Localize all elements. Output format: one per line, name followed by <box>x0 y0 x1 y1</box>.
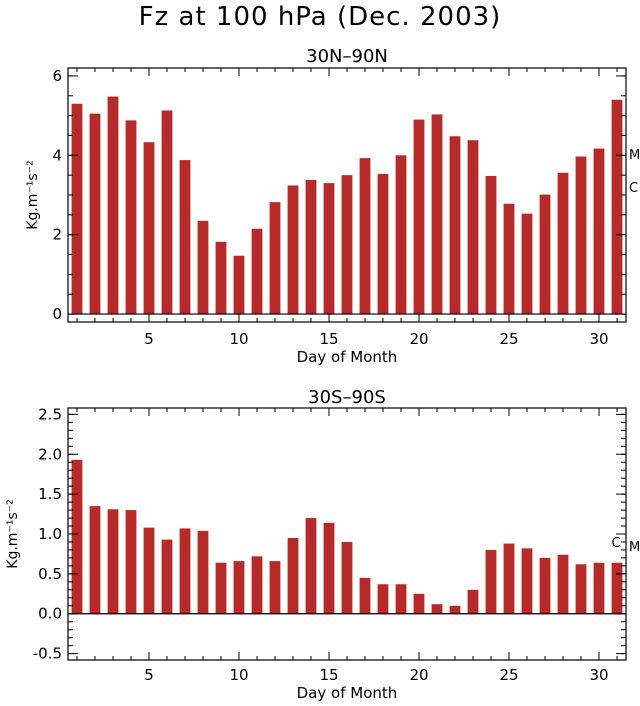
bar-day-12 <box>269 202 281 315</box>
bar-day-24 <box>485 549 497 614</box>
bar-day-22 <box>449 136 461 315</box>
x-tick-label: 10 <box>229 666 248 684</box>
x-tick-label: 5 <box>144 330 154 348</box>
bar-day-25 <box>503 543 515 614</box>
bar-day-4 <box>125 510 137 614</box>
panel-north: 5 10 15 20 25 30 0 2 4 6 30N–90N Day of Month Kg.m⁻¹… <box>25 46 640 366</box>
bar-day-14 <box>305 518 317 614</box>
bar-day-28 <box>557 172 569 315</box>
bar-day-15 <box>323 522 335 614</box>
y-axis-label: Kg.m⁻¹s⁻² <box>5 499 21 568</box>
y-tick-label: 1.5 <box>38 485 62 503</box>
bar-day-17 <box>359 577 371 614</box>
x-tick-label: 15 <box>319 330 338 348</box>
x-tick-label: 10 <box>229 330 248 348</box>
bar-day-31 <box>611 562 623 614</box>
bar-day-8 <box>197 220 209 315</box>
bar-day-26 <box>521 548 533 614</box>
bar-day-27 <box>539 557 551 614</box>
panel-title: 30S–90S <box>308 387 386 408</box>
bar-day-18 <box>377 173 389 315</box>
bar-day-21 <box>431 604 443 614</box>
panel-title: 30N–90N <box>306 46 388 67</box>
bar-day-13 <box>287 185 299 315</box>
bar-day-31 <box>611 99 623 315</box>
bar-day-14 <box>305 179 317 315</box>
x-tick-label: 25 <box>499 330 518 348</box>
bar-day-9 <box>215 562 227 614</box>
x-tick-label: 30 <box>589 666 608 684</box>
bar-day-7 <box>179 160 191 315</box>
bar-day-16 <box>341 175 353 315</box>
bar-day-12 <box>269 561 281 614</box>
bar-day-15 <box>323 183 335 315</box>
bar-day-8 <box>197 530 209 614</box>
y-tick-label: 2 <box>52 226 62 244</box>
bar-day-29 <box>575 156 587 315</box>
bar-day-3 <box>107 96 119 315</box>
bar-day-21 <box>431 114 443 315</box>
bar-day-18 <box>377 584 389 614</box>
bar-day-9 <box>215 241 227 315</box>
x-tick-label: 20 <box>409 666 428 684</box>
annotation-m: M <box>629 540 640 555</box>
bar-day-1 <box>71 459 83 614</box>
bar-day-1 <box>71 103 83 315</box>
x-axis-label: Day of Month <box>297 348 398 366</box>
bar-day-2 <box>89 506 101 614</box>
x-tick-label: 30 <box>589 330 608 348</box>
bar-day-19 <box>395 155 407 315</box>
y-tick-label: 2.0 <box>38 445 62 463</box>
y-tick-label: 6 <box>52 67 62 85</box>
bar-day-30 <box>593 148 605 315</box>
bar-day-7 <box>179 528 191 614</box>
bar-day-3 <box>107 509 119 614</box>
panel-south: 5 10 15 20 25 30 -0.5 0.0 0.5 1.0 1.5 2.0 2.5 30S–90S… <box>5 387 640 702</box>
y-tick-label: 2.5 <box>38 405 62 423</box>
bar-day-20 <box>413 119 425 315</box>
bar-day-5 <box>143 527 155 614</box>
bar-day-27 <box>539 194 551 315</box>
y-axis-label: Kg.m⁻¹s⁻² <box>25 160 41 229</box>
bar-day-23 <box>467 589 479 614</box>
bar-day-29 <box>575 564 587 614</box>
y-tick-label: 4 <box>52 146 62 164</box>
bar-day-22 <box>449 605 461 614</box>
y-tick-label: 1.0 <box>38 525 62 543</box>
bar-day-25 <box>503 203 515 315</box>
y-tick-label: -0.5 <box>33 645 62 663</box>
bar-day-10 <box>233 255 245 315</box>
bar-day-11 <box>251 228 263 315</box>
bar-day-6 <box>161 110 173 315</box>
x-axis-label: Day of Month <box>297 684 398 702</box>
y-tick-label: 0 <box>52 305 62 323</box>
annotation-m: M <box>629 148 640 163</box>
bar-day-2 <box>89 113 101 315</box>
x-tick-label: 25 <box>499 666 518 684</box>
x-tick-label: 15 <box>319 666 338 684</box>
bar-day-28 <box>557 554 569 614</box>
bar-day-26 <box>521 213 533 315</box>
bar-day-30 <box>593 562 605 614</box>
bar-day-16 <box>341 541 353 614</box>
x-tick-label: 20 <box>409 330 428 348</box>
annotation-c: C <box>629 181 638 196</box>
bar-day-24 <box>485 175 497 315</box>
y-tick-label: 0.5 <box>38 565 62 583</box>
bar-day-4 <box>125 120 137 315</box>
bar-day-5 <box>143 142 155 315</box>
bar-day-10 <box>233 561 245 614</box>
bar-day-17 <box>359 158 371 315</box>
bar-day-19 <box>395 584 407 614</box>
bar-day-6 <box>161 539 173 614</box>
bar-day-13 <box>287 537 299 614</box>
figure-title: Fz at 100 hPa (Dec. 2003) <box>138 2 502 32</box>
annotation-c: C <box>611 536 620 551</box>
y-tick-label: 0.0 <box>38 605 62 623</box>
bar-day-20 <box>413 593 425 614</box>
bar-day-11 <box>251 556 263 614</box>
x-tick-label: 5 <box>144 666 154 684</box>
bar-day-23 <box>467 140 479 315</box>
